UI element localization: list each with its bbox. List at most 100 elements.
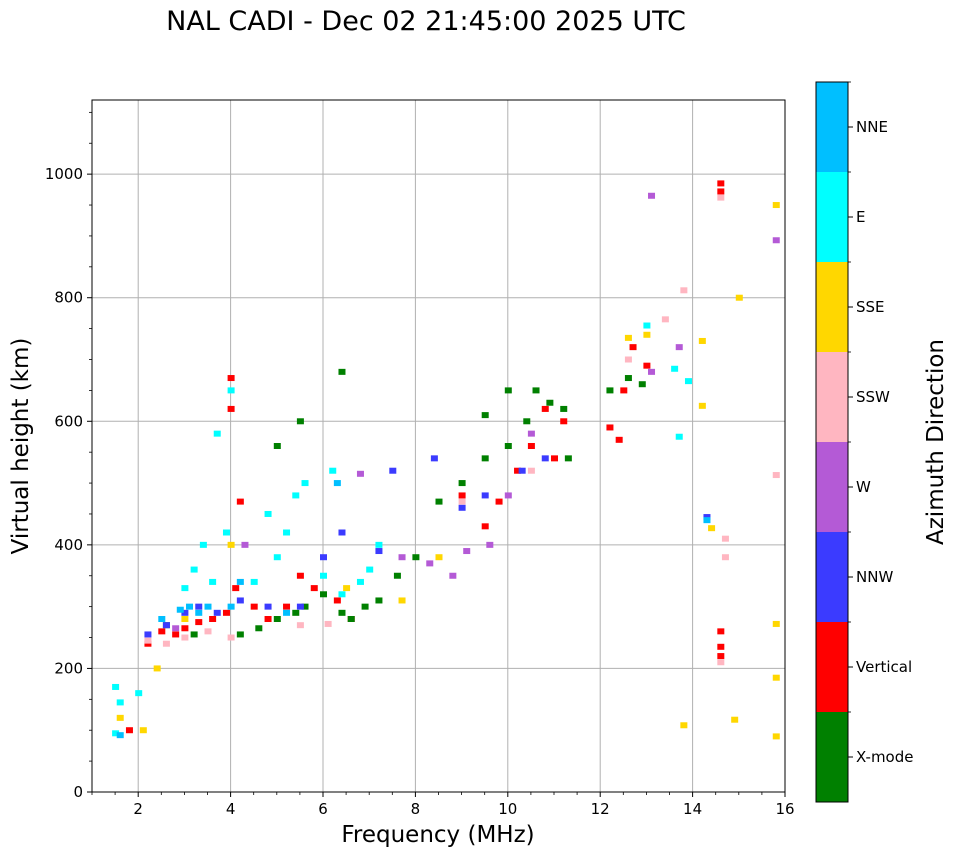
echo-point [463,548,471,555]
echo-point [717,180,725,187]
echo-point [426,560,434,567]
x-axis-ticks: 2 4 6 8 10 12 14 16 [91,792,795,818]
echo-point [264,616,272,622]
echo-point [338,529,346,536]
echo-point [375,548,383,555]
y-tick-label: 800 [54,289,83,307]
echo-point [675,433,683,440]
echo-point [643,322,651,329]
echo-point [375,597,383,604]
echo-point [486,541,494,548]
echo-point [398,554,406,561]
echo-point [564,455,572,462]
series-w [172,192,780,632]
echo-point [264,510,272,517]
echo-point [236,631,244,638]
colorbar-tick-label: SSW [856,388,890,406]
echo-point [181,634,189,641]
echo-point [532,387,540,394]
echo-point [255,625,263,632]
echo-point [717,188,725,195]
echo-point [250,603,258,610]
echo-point [366,566,374,573]
echo-point [162,622,170,629]
echo-point [772,472,780,479]
echo-point [504,492,512,499]
echo-point [320,591,327,598]
echo-point [338,591,346,598]
echo-point [389,467,397,474]
x-tick-label: 8 [411,800,421,818]
x-tick-label: 14 [683,800,702,818]
echo-point [333,597,341,604]
colorbar-segment [816,532,848,622]
echo-point [209,616,217,622]
echo-point [481,412,489,419]
echo-point [195,603,203,610]
colorbar-segment [816,172,848,262]
echo-point [458,498,466,505]
colorbar-tick-label: W [856,478,871,496]
echo-point [527,443,535,449]
echo-point [139,727,147,734]
echo-point [527,430,535,437]
echo-point [430,455,438,462]
echo-point [541,455,549,462]
echo-point [458,504,466,511]
echo-point [283,609,291,616]
echo-point [250,578,258,585]
colorbar-tick-label: X-mode [856,748,913,766]
echo-point [296,418,304,425]
echo-point [481,455,489,462]
colorbar-tick-label: SSE [856,298,885,316]
x-tick-label: 2 [133,800,143,818]
echo-point [703,514,711,521]
series-e [112,322,692,737]
y-tick-label: 0 [73,783,83,801]
echo-point [643,331,651,338]
y-tick-label: 200 [54,659,83,677]
echo-point [772,237,780,244]
echo-point [703,517,711,524]
echo-point [735,294,743,301]
echo-point [116,732,124,739]
echo-point [227,405,235,412]
echo-point [213,430,221,437]
echo-point [684,378,692,385]
echo-point [698,402,706,409]
echo-point [356,578,364,585]
colorbar-tick-label: NNE [856,118,888,136]
y-axis-ticks: 0 200 400 600 800 1000 [45,111,92,801]
colorbar-tick-label: NNW [856,568,893,586]
echo-point [181,616,189,622]
echo-point [320,572,327,579]
echo-point [158,628,166,635]
echo-point [144,640,152,647]
echo-point [504,443,512,449]
echo-point [721,535,729,542]
echo-point [186,603,194,610]
echo-point [717,659,725,666]
echo-point [393,572,401,579]
colorbar: X-mode Vertical NNW W SSW SSE E NNE [815,81,913,803]
colorbar-segment [816,262,848,352]
echo-point [227,603,235,610]
echo-point [296,603,304,610]
echo-point [698,337,706,344]
echo-point [518,467,526,474]
echo-point [195,619,203,626]
echo-point [624,334,632,341]
echo-point [772,202,780,209]
echo-point [283,603,291,610]
echo-point [158,616,166,622]
echo-point [680,722,688,729]
echo-point [329,467,337,474]
echo-point [717,194,725,201]
colorbar-segment [816,622,848,712]
echo-point [680,287,688,294]
echo-point [176,606,184,613]
echo-point [333,480,341,487]
echo-point [338,368,346,375]
x-tick-label: 4 [226,800,236,818]
echo-point [398,597,406,604]
